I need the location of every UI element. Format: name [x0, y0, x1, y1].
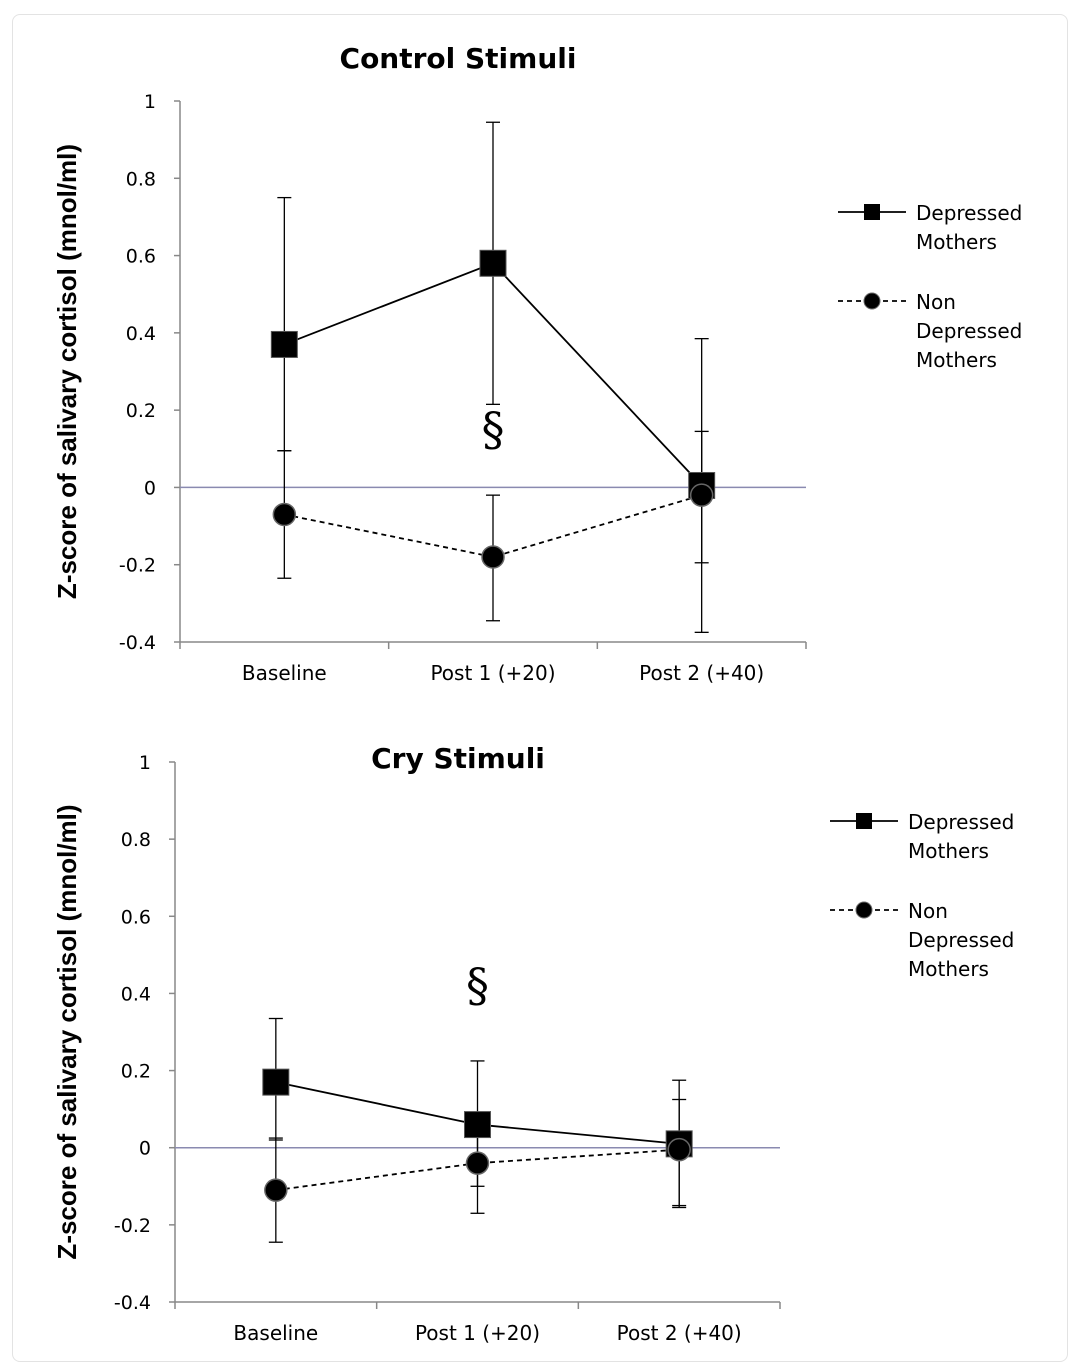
y-tick-label: 0.2 [121, 1061, 151, 1083]
y-tick-label: 0 [144, 477, 156, 499]
x-tick-label: Post 1 (+20) [430, 661, 555, 685]
y-axis-label: Z-score of salivary cortisol (mnol/ml) [52, 804, 82, 1259]
data-point-circle [481, 545, 505, 569]
significance-annotation: § [466, 958, 489, 1012]
y-tick-label: 1 [144, 91, 156, 113]
y-tick-label: 0.4 [121, 983, 151, 1005]
series-line [275, 1148, 680, 1192]
x-tick-label: Baseline [233, 1321, 318, 1345]
figure-frame [12, 14, 1068, 1362]
legend: Depressed Mothers Non Depressed Mothers [838, 201, 1022, 372]
data-point-circle [667, 1137, 691, 1162]
y-tick-label: 0.6 [126, 246, 156, 268]
x-tick-label: Post 2 (+40) [639, 661, 764, 685]
legend-label: Depressed [916, 319, 1022, 343]
y-tick-label: -0.4 [119, 632, 156, 654]
data-point-circle [689, 483, 714, 507]
legend: Depressed Mothers Non Depressed Mothers [830, 810, 1014, 981]
y-axis-label: Z-score of salivary cortisol (mnol/ml) [52, 144, 82, 599]
y-tick-label: 0.6 [121, 906, 151, 928]
significance-annotation: § [482, 402, 505, 456]
y-tick-label: 0 [139, 1138, 151, 1160]
chart-1: Control Stimuli Z-score of salivary corti… [52, 42, 1022, 685]
y-tick-label: -0.2 [114, 1215, 151, 1237]
data-point-square [262, 1068, 290, 1096]
chart-title: Cry Stimuli [371, 742, 545, 775]
y-tick-label: -0.4 [114, 1292, 151, 1314]
legend-label: Mothers [916, 230, 997, 254]
chart-title: Control Stimuli [340, 42, 577, 75]
x-tick-label: Baseline [242, 661, 327, 685]
data-point-square [464, 1111, 491, 1139]
legend-label: Depressed [908, 810, 1014, 834]
data-point-square [270, 330, 298, 358]
x-tick-label: Post 1 (+20) [415, 1321, 540, 1345]
series-2 [277, 430, 709, 633]
legend-label: Mothers [908, 839, 989, 863]
legend-marker-circle [863, 292, 881, 310]
y-tick-label: 0.4 [126, 323, 156, 345]
y-tick-label: 0.8 [121, 829, 151, 851]
y-tick-label: 0.8 [126, 168, 156, 190]
data-point-square [479, 249, 507, 277]
y-tick-label: 0.2 [126, 400, 156, 422]
legend-label: Depressed [916, 201, 1022, 225]
x-tick-label: Post 2 (+40) [617, 1321, 742, 1345]
chart-2: Cry Stimuli Z-score of salivary cortisol … [52, 742, 1014, 1345]
data-point-circle [272, 502, 297, 527]
legend-label: Depressed [908, 928, 1014, 952]
data-point-circle [465, 1151, 490, 1175]
data-point-circle [264, 1178, 288, 1202]
legend-marker-circle [855, 901, 873, 919]
y-tick-label: -0.2 [119, 555, 156, 577]
legend-label: Mothers [916, 348, 997, 372]
legend-marker-square [864, 204, 880, 220]
legend-label: Non [916, 290, 956, 314]
legend-label: Mothers [908, 957, 989, 981]
y-tick-label: 1 [139, 752, 151, 774]
legend-marker-square [856, 813, 872, 829]
legend-label: Non [908, 899, 948, 923]
